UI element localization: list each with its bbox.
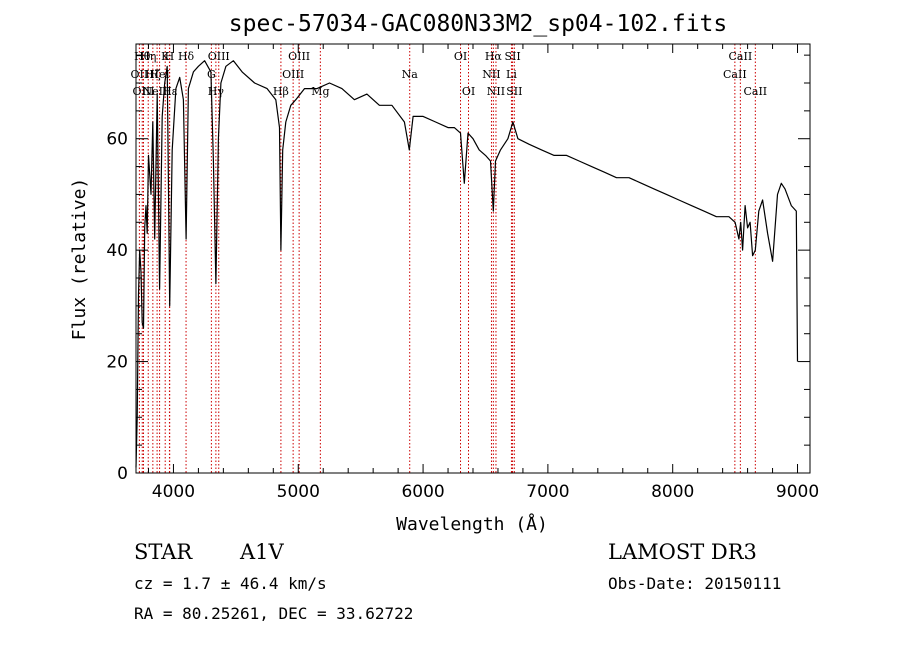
x-axis-ticks: 4000 5000 6000 7000 8000 9000	[147, 44, 819, 502]
chart-title: spec-57034-GAC080N33M2_sp04-102.fits	[229, 11, 728, 37]
reference-label-25-0: SII	[504, 50, 520, 63]
y-tick-label-40: 40	[106, 241, 128, 261]
reference-label-12-0: Hγ	[208, 85, 225, 98]
object-type: STAR	[134, 540, 193, 564]
reference-label-3-0: Hη	[140, 50, 156, 63]
reference-label-10-0: Hδ	[178, 50, 195, 63]
reference-label-19-0: OI	[454, 50, 467, 63]
reference-label-15-0: OIII	[282, 68, 304, 81]
y-tick-label-20: 20	[106, 353, 128, 373]
reference-line-labels: OIIHθOIIIHηHζNeIIIHeIKHHεHδGHγOIIIHβOIII…	[131, 50, 768, 98]
spectrum-line	[135, 60, 799, 468]
y-axis-label: Flux (relative)	[69, 178, 90, 341]
reference-label-14-0: Hβ	[273, 85, 289, 98]
reference-label-29-0: CaII	[743, 85, 767, 98]
reference-label-28-0: CaII	[729, 50, 753, 63]
reference-label-4-0: Hζ	[145, 68, 161, 81]
reference-lines	[138, 44, 756, 473]
y-tick-label-0: 0	[117, 464, 128, 484]
reference-label-8-0: H	[165, 50, 175, 63]
reference-label-0-0: OII	[131, 68, 149, 81]
x-tick-label-7000: 7000	[526, 482, 569, 502]
x-axis-label: Wavelength (Å)	[396, 513, 548, 535]
survey-name: LAMOST DR3	[608, 540, 757, 564]
reference-label-18-0: Na	[402, 68, 419, 81]
reference-label-24-0: Li	[506, 68, 517, 81]
reference-label-23-0: NII	[487, 85, 505, 98]
reference-label-20-0: OI	[462, 85, 475, 98]
observation-date: Obs-Date: 20150111	[608, 574, 782, 593]
plot-frame	[135, 43, 811, 474]
reference-label-9-0: Hε	[162, 85, 178, 98]
reference-label-6-0: HeI	[149, 68, 169, 81]
reference-label-7-0: K	[161, 50, 170, 63]
reference-label-16-0: OIII	[288, 50, 310, 63]
object-subclass: A1V	[240, 540, 284, 564]
reference-label-22-0: Hα	[485, 50, 503, 63]
x-tick-label-9000: 9000	[776, 482, 819, 502]
reference-label-2-0: OIII	[132, 85, 154, 98]
ra-dec-coordinates: RA = 80.25261, DEC = 33.62722	[134, 604, 414, 623]
reference-label-26-0: SII	[506, 85, 522, 98]
y-tick-label-60: 60	[106, 130, 128, 150]
reference-label-1-0: Hθ	[134, 50, 151, 63]
reference-label-27-0: CaII	[723, 68, 747, 81]
redshift-cz: cz = 1.7 ± 46.4 km/s	[134, 574, 327, 593]
x-tick-label-8000: 8000	[651, 482, 694, 502]
x-tick-label-4000: 4000	[152, 482, 195, 502]
x-tick-label-5000: 5000	[277, 482, 320, 502]
reference-label-13-0: OIII	[208, 50, 230, 63]
y-axis-ticks: 0 20 40 60	[106, 54, 810, 484]
reference-label-21-0: NII	[482, 68, 500, 81]
x-tick-label-6000: 6000	[401, 482, 444, 502]
